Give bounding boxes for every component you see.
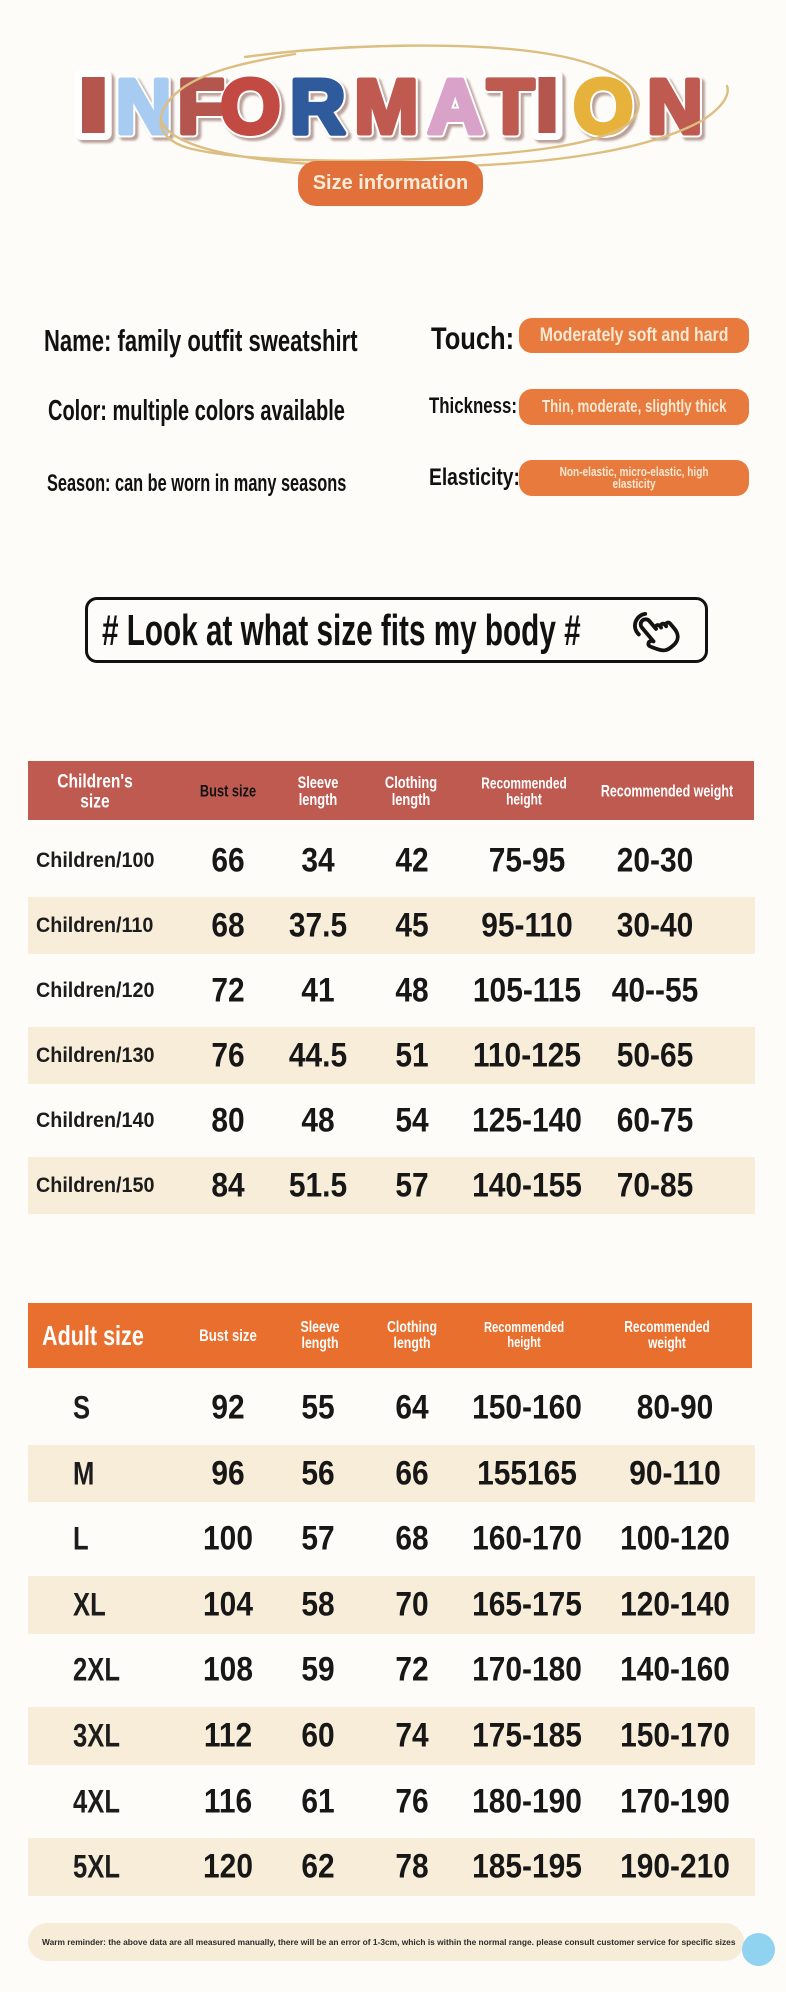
svg-text:A: A	[427, 64, 483, 150]
svg-text:N: N	[116, 64, 172, 150]
svg-text:M: M	[354, 64, 418, 150]
svg-text:O: O	[573, 64, 633, 150]
svg-text:T: T	[487, 64, 534, 150]
svg-text:M: M	[354, 64, 418, 150]
svg-text:O: O	[221, 64, 281, 150]
svg-text:T: T	[487, 64, 534, 150]
svg-text:O: O	[221, 64, 281, 150]
svg-text:R: R	[290, 64, 346, 150]
svg-text:A: A	[427, 64, 483, 150]
svg-text:R: R	[290, 64, 346, 150]
svg-text:N: N	[647, 64, 703, 150]
svg-text:O: O	[573, 64, 633, 150]
svg-text:N: N	[647, 64, 703, 150]
